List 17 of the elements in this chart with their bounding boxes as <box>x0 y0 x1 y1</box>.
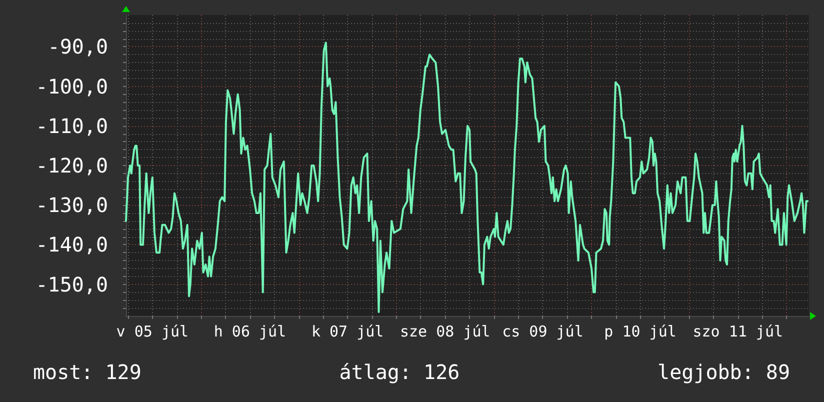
text: most: 129 <box>33 360 142 384</box>
y-tick-label: -140,0 <box>36 232 108 257</box>
x-tick-label: szo 11 júl <box>692 322 784 340</box>
text: átlag: 126 <box>339 360 460 384</box>
text: legjobb: 89 <box>658 360 790 384</box>
y-tick-label: -120,0 <box>36 154 108 178</box>
x-tick-label: h 06 júl <box>214 322 286 340</box>
y-tick-label: -90,0 <box>48 34 108 59</box>
x-tick-label: cs 09 júl <box>502 322 584 340</box>
y-tick-label: -150,0 <box>36 272 108 296</box>
x-tick-label: sze 08 júl <box>400 322 490 340</box>
y-tick-label: -130,0 <box>36 193 108 218</box>
y-tick-label: -100,0 <box>36 74 108 98</box>
x-tick-label: k 07 júl <box>311 322 384 340</box>
x-tick-label: v 05 júl <box>116 322 189 340</box>
x-tick-label: p 10 júl <box>604 322 676 340</box>
y-tick-label: -110,0 <box>36 114 108 138</box>
